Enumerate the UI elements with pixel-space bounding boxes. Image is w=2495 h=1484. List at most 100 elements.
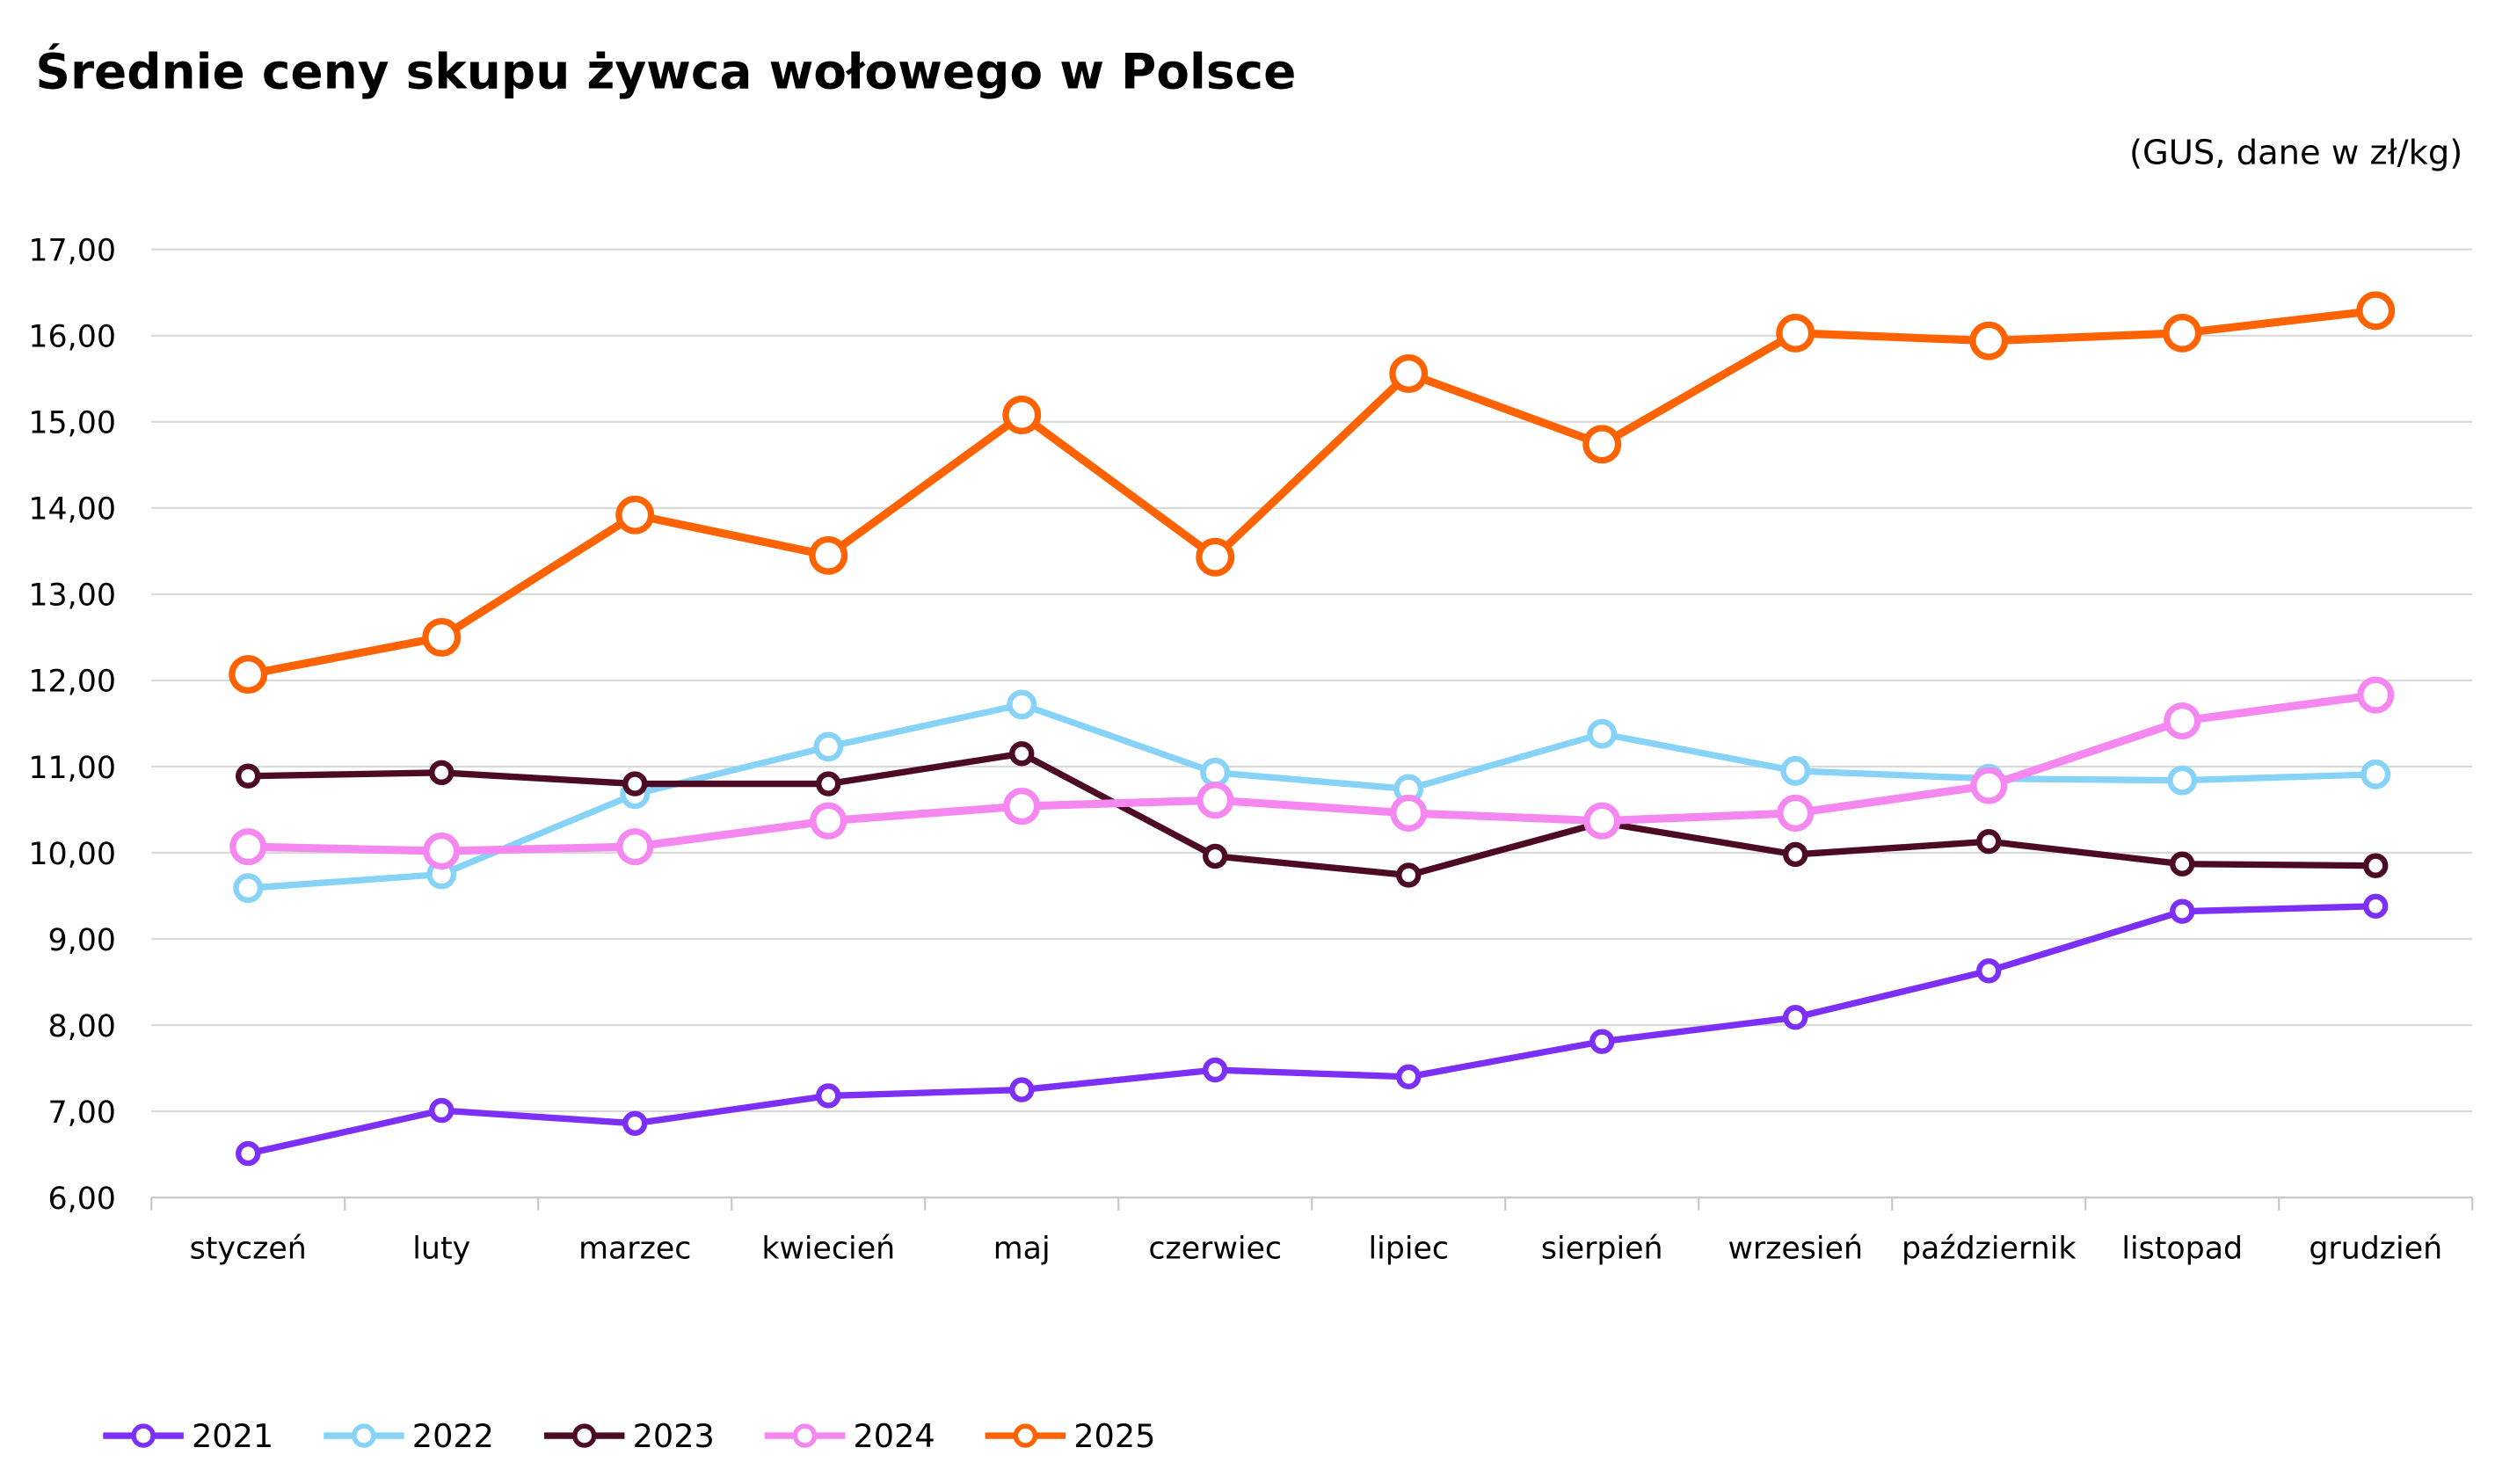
data-point [1007,689,1037,720]
data-point [1780,755,1811,786]
data-point [2360,759,2391,789]
y-tick-label: 12,00 [28,665,116,700]
series-line [248,750,2376,879]
series-2022 [233,689,2391,904]
series-2024 [229,676,2395,870]
legend-item-2022: 2022 [324,1417,494,1455]
x-tick-label: lipiec [1368,1232,1449,1267]
legend-label: 2023 [633,1417,715,1455]
data-point [2164,702,2201,740]
x-tick-label: kwiecień [761,1232,895,1267]
grid [151,248,2473,1199]
legend-item-2021: 2021 [103,1417,273,1455]
y-tick-label: 15,00 [28,406,116,441]
x-tick-label: maj [993,1232,1051,1267]
chart-subtitle: (GUS, dane w zł/kg) [2129,134,2462,173]
x-tick-label: listopad [2121,1232,2243,1267]
y-tick-label: 8,00 [48,1009,116,1044]
y-tick-label: 13,00 [28,578,116,614]
y-tick-label: 14,00 [28,492,116,527]
series-2021 [236,893,2389,1167]
data-point [1976,958,2002,984]
y-tick-label: 11,00 [28,751,116,786]
data-point [813,731,844,762]
data-point [615,495,655,535]
legend-item-2024: 2024 [764,1417,935,1455]
data-point [429,760,455,786]
legend-label: 2025 [1073,1417,1155,1455]
series-2025 [229,291,2396,695]
data-point [1002,396,1042,434]
data-point [1776,313,1815,353]
series-line [247,701,2376,891]
series-group [229,291,2396,1167]
data-point [1203,843,1228,869]
data-point [2163,313,2202,353]
data-point [2170,898,2195,924]
data-point [233,873,264,904]
x-tick-label: sierpień [1541,1232,1663,1267]
data-point [622,1110,648,1136]
x-tick-label: styczeń [190,1232,307,1267]
data-point [423,832,461,870]
legend-marker [571,1423,597,1448]
legend-label: 2021 [192,1417,273,1455]
x-axis: styczeń luty marzec kwiecień maj czerwiec lipi… [150,1197,2474,1267]
legend-marker [131,1423,156,1448]
x-tick-label: październik [1902,1232,2077,1267]
x-tick-label: czerwiec [1148,1232,1282,1267]
data-point [1009,1077,1035,1102]
y-tick-label: 9,00 [48,923,116,958]
y-tick-label: 7,00 [48,1095,116,1131]
data-point [809,535,848,575]
data-point [1396,1064,1422,1090]
data-point [422,617,462,657]
data-point [616,828,654,866]
data-point [1976,829,2002,855]
data-point [1970,767,2008,804]
y-tick-label: 10,00 [28,837,116,872]
x-tick-label: luty [412,1232,470,1267]
data-point [1203,1057,1228,1083]
data-point [1969,321,2009,360]
data-point [236,763,261,789]
data-point [2363,853,2389,878]
data-point [816,1083,841,1109]
data-point [810,802,847,840]
data-point [1783,841,1808,868]
data-point [1396,862,1422,888]
legend-marker [1013,1423,1038,1448]
data-point [1777,794,1815,832]
series-line [247,903,2376,1157]
x-tick-label: marzec [578,1232,691,1267]
data-point [1587,718,1618,749]
data-point [1783,1005,1808,1030]
data-point [2167,765,2198,796]
data-point [1200,757,1231,788]
y-axis: 6,00 7,00 8,00 9,00 10,00 11,00 12,00 13,00 14,0… [28,234,116,1217]
legend-item-2023: 2023 [543,1417,715,1455]
legend: 2021 2022 2023 2024 2025 [103,1417,1155,1455]
legend-item-2025: 2025 [985,1417,1155,1455]
legend-label: 2022 [412,1417,494,1455]
data-point [229,655,268,695]
legend-marker [352,1423,376,1448]
y-tick-label: 16,00 [28,320,116,355]
data-point [1009,741,1035,767]
data-point [622,771,648,797]
series-2023 [236,741,2389,888]
data-point [816,771,841,797]
y-tick-label: 17,00 [28,234,116,269]
data-point [1197,782,1234,819]
data-point [2357,676,2395,714]
data-point [2363,893,2389,919]
y-tick-label: 6,00 [48,1182,116,1217]
legend-marker [792,1423,818,1448]
data-point [229,828,267,866]
data-point [2170,851,2195,877]
data-point [1589,1029,1615,1054]
data-point [2356,291,2396,331]
data-point [1196,537,1235,577]
data-point [1582,425,1622,464]
